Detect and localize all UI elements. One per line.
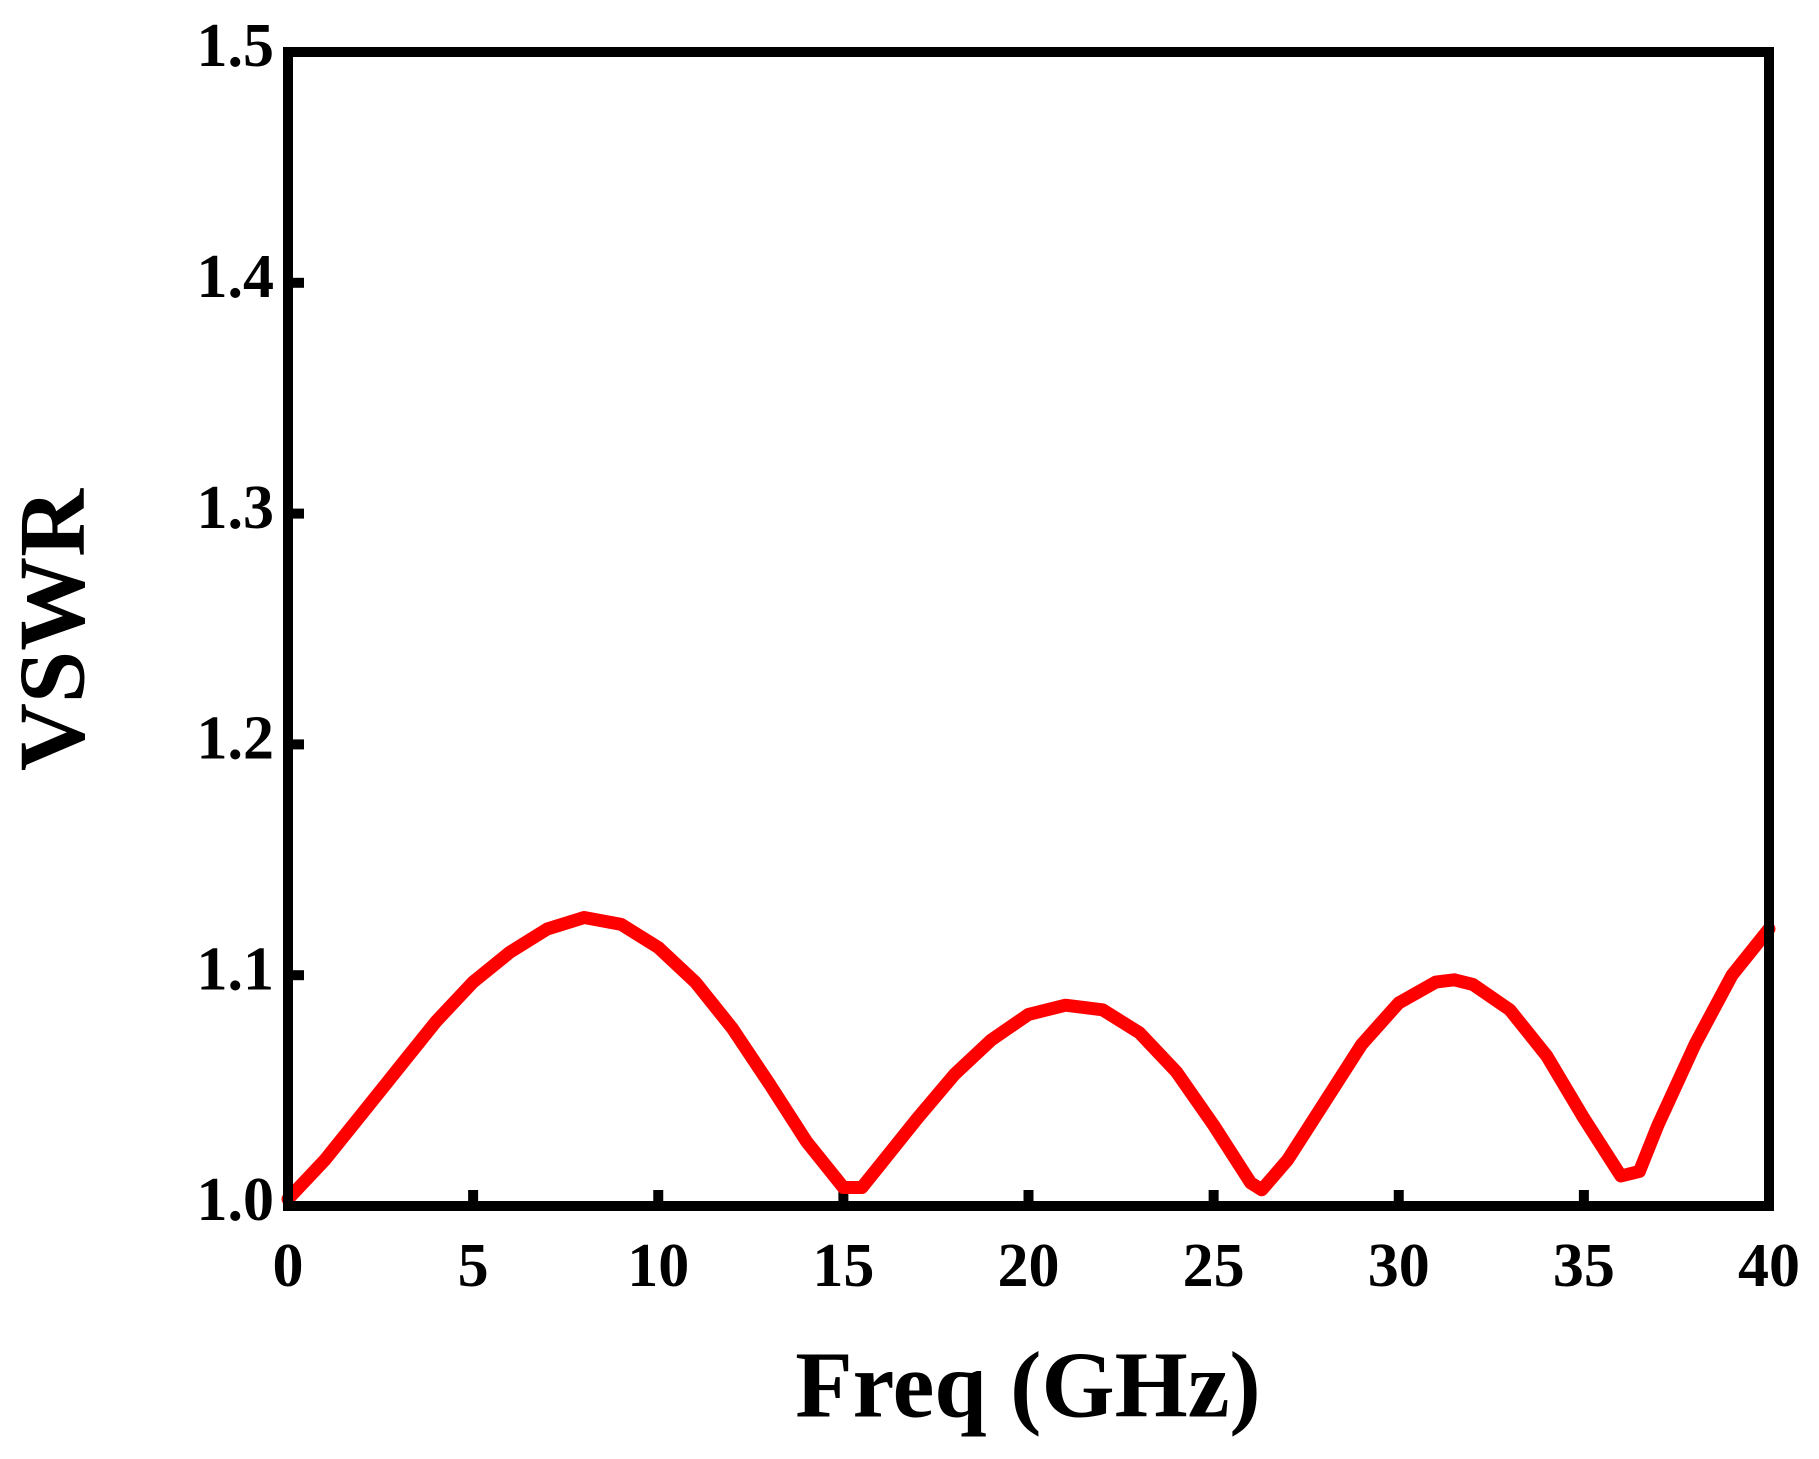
x-tick-label: 0	[273, 1232, 304, 1300]
x-tick-label: 25	[1183, 1232, 1245, 1300]
y-tick-label: 1.0	[197, 1166, 275, 1234]
data-line	[281, 911, 1776, 1206]
x-tick-label: 15	[812, 1232, 874, 1300]
x-tick-label: 40	[1738, 1232, 1800, 1300]
x-tick-label: 10	[627, 1232, 689, 1300]
y-tick-label: 1.1	[197, 935, 275, 1003]
y-tick-label: 1.2	[197, 705, 275, 773]
x-tick-label: 5	[458, 1232, 489, 1300]
x-tick-label: 35	[1553, 1232, 1615, 1300]
y-axis-label: VSWR	[1, 488, 105, 771]
x-axis-label: Freq (GHz)	[795, 1334, 1261, 1438]
y-tick-label: 1.4	[197, 243, 275, 311]
y-tick-label: 1.5	[197, 12, 275, 80]
y-tick-label: 1.3	[197, 474, 275, 542]
x-tick-label: 30	[1368, 1232, 1430, 1300]
plot-frame	[283, 47, 1774, 1211]
x-tick-label: 20	[998, 1232, 1060, 1300]
